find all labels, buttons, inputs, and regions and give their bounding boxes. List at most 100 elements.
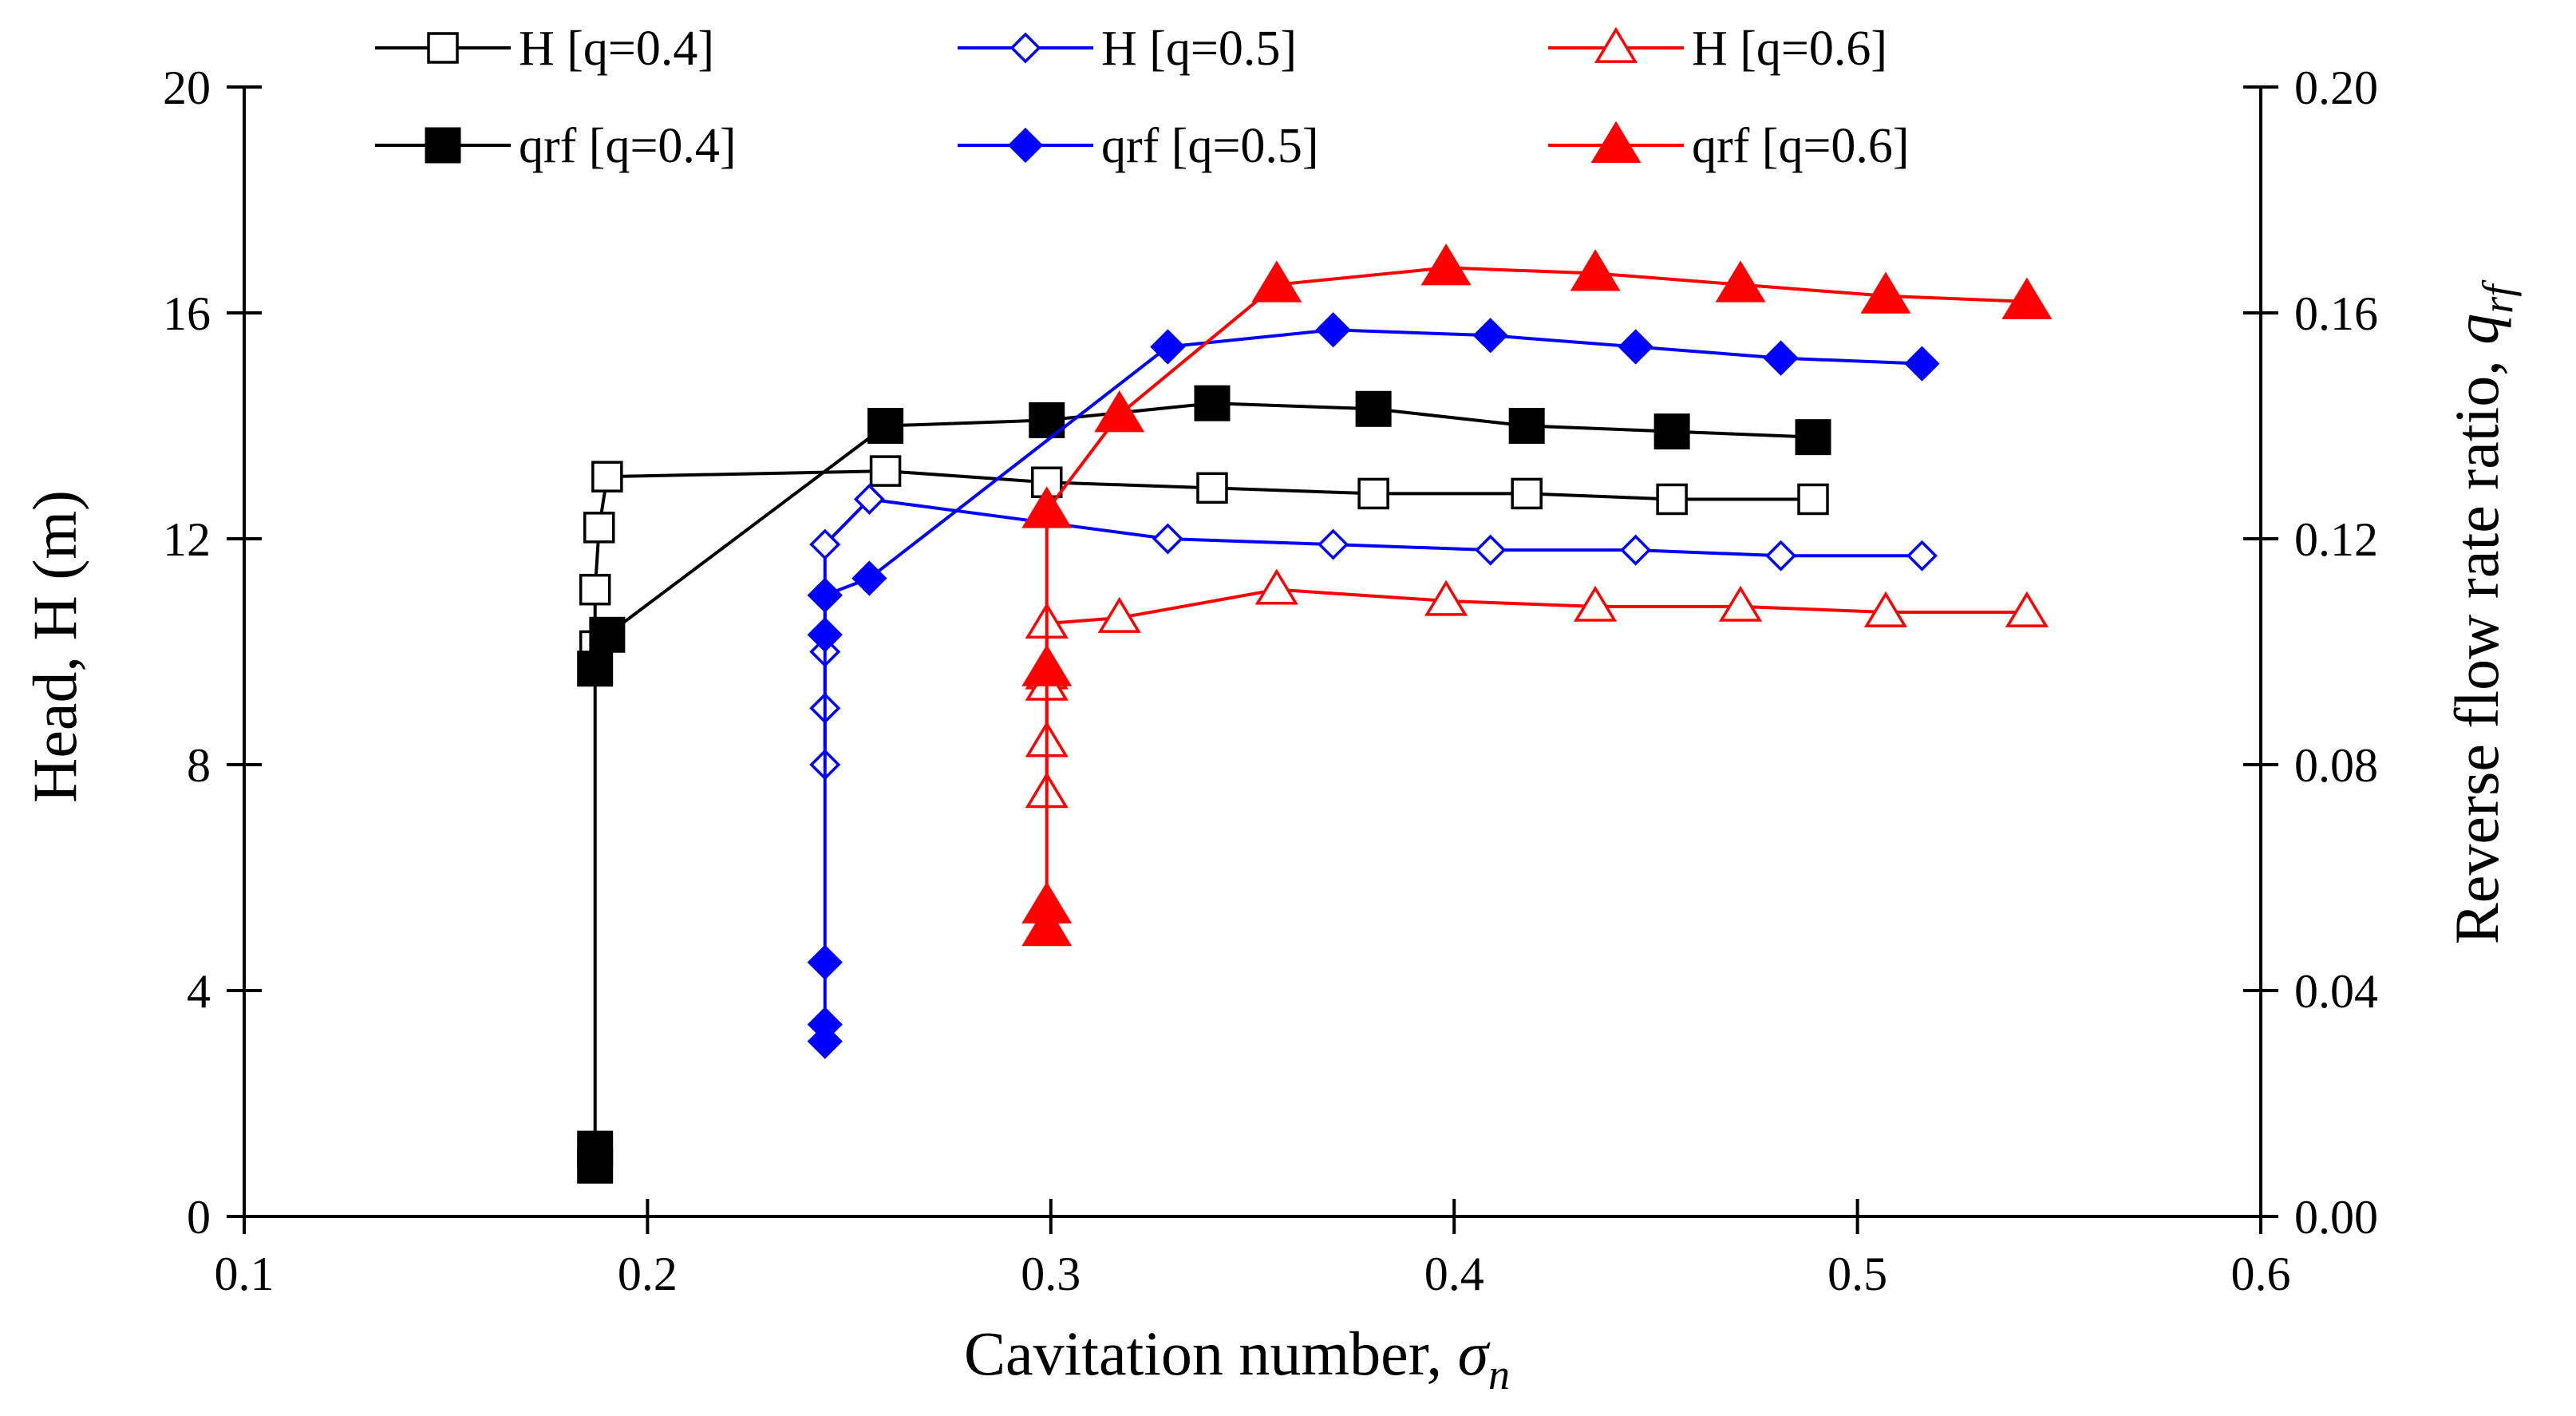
data-point <box>807 944 843 980</box>
data-point <box>1573 585 1618 622</box>
data-point <box>851 560 887 596</box>
y-axis-title: Head, H (m) <box>20 490 89 803</box>
data-point <box>1355 390 1392 427</box>
legend-label: qrf [q=0.6] <box>1692 119 1910 173</box>
x-tick-label: 0.4 <box>1424 1248 1484 1300</box>
data-point <box>1194 385 1231 421</box>
series-line <box>1045 266 2027 929</box>
data-point <box>1021 486 1073 528</box>
legend-entry: qrf [q=0.5] <box>958 119 1319 173</box>
legend-label: H [q=0.6] <box>1692 22 1887 76</box>
data-point <box>1618 329 1653 365</box>
data-point <box>1097 596 1141 633</box>
data-point <box>1863 591 1908 627</box>
data-point <box>591 461 623 492</box>
x-tick-label: 0.5 <box>1827 1248 1887 1300</box>
legend-label: H [q=0.5] <box>1101 22 1297 76</box>
data-point <box>1508 408 1545 444</box>
y-tick-label: 20 <box>163 61 211 114</box>
legend-marker <box>1007 127 1044 164</box>
series-qrf-q-0-4- <box>577 385 1831 1184</box>
data-point <box>809 528 841 560</box>
series-line <box>823 328 1922 1042</box>
data-point <box>1715 260 1766 303</box>
data-point <box>807 577 843 613</box>
axes <box>243 87 2262 1218</box>
data-point <box>1318 528 1349 560</box>
ticks: 0.1 0.2 0.3 0.4 0.5 0.6 0 4 8 12 16 20 0.00 0.04 0.08 0… <box>163 61 2378 1300</box>
data-point <box>1196 472 1228 504</box>
data-point <box>1424 579 1468 616</box>
data-point <box>1152 523 1183 555</box>
series-line <box>823 497 1922 765</box>
legend-label: H [q=0.4] <box>519 22 714 76</box>
legend-marker <box>427 32 459 64</box>
data-point <box>1475 534 1507 566</box>
legend-label: qrf [q=0.5] <box>1101 119 1319 173</box>
x-tick-label: 0.1 <box>215 1248 275 1300</box>
data-point <box>1094 390 1145 433</box>
legend-entry: H [q=0.4] <box>375 22 714 76</box>
series-qrf-q-0-5- <box>807 312 1940 1059</box>
series-qrf-q-0-6- <box>1021 243 2053 947</box>
x-tick-label: 0.3 <box>1021 1248 1081 1300</box>
legend-marker <box>1590 121 1642 164</box>
data-point <box>1656 483 1688 516</box>
data-point <box>807 1023 843 1059</box>
data-point <box>1021 644 1073 686</box>
series-h-q-0-4- <box>579 455 1829 663</box>
x-axis-title: Cavitation number, σn <box>964 1319 1510 1398</box>
data-point <box>577 1147 614 1184</box>
data-point <box>867 408 904 444</box>
y-tick-label: 12 <box>163 513 211 566</box>
legend-entry: qrf [q=0.6] <box>1548 119 1910 173</box>
y2-tick-label: 0.04 <box>2294 965 2378 1018</box>
data-point <box>1251 260 1302 303</box>
plot-area <box>577 243 2053 1184</box>
legend-entry: H [q=0.6] <box>1548 22 1887 76</box>
data-point <box>1570 249 1621 291</box>
data-point <box>869 455 902 487</box>
y-tick-label: 0 <box>187 1191 211 1244</box>
y2-tick-label: 0.12 <box>2294 513 2378 566</box>
data-point <box>1860 271 1911 314</box>
y-tick-label: 4 <box>187 965 211 1018</box>
data-point <box>1765 540 1797 572</box>
data-point <box>1511 477 1543 510</box>
data-point <box>853 484 885 515</box>
y-tick-label: 16 <box>163 287 211 340</box>
legend-entry: H [q=0.5] <box>958 22 1297 76</box>
legend-marker <box>1009 32 1041 64</box>
y2-axis-title: Reverse flow rate ratio, qrf <box>2442 279 2522 945</box>
data-point <box>1254 568 1298 605</box>
data-point <box>1315 312 1351 348</box>
data-point <box>1904 346 1940 382</box>
data-point <box>1472 318 1508 354</box>
series-line <box>593 401 1814 1166</box>
data-point <box>1653 413 1690 450</box>
data-point <box>1021 904 1073 947</box>
legend-entry: qrf [q=0.4] <box>375 119 737 173</box>
series-h-q-0-5- <box>809 484 1938 781</box>
legend-marker <box>1594 26 1638 63</box>
data-point <box>583 512 615 544</box>
y2-tick-label: 0.16 <box>2294 287 2378 340</box>
legend: H [q=0.4] H [q=0.5] H [q=0.6] qrf [q=0.4] qr… <box>375 22 1910 173</box>
data-point <box>807 617 843 653</box>
data-point <box>1420 243 1472 286</box>
data-point <box>1797 483 1829 516</box>
data-point <box>1795 419 1831 456</box>
data-point <box>577 651 614 687</box>
data-point <box>1763 340 1799 376</box>
data-point <box>2005 591 2049 627</box>
y-tick-label: 8 <box>187 739 211 792</box>
y2-tick-label: 0.00 <box>2294 1191 2378 1244</box>
x-tick-label: 0.2 <box>618 1248 678 1300</box>
legend-label: qrf [q=0.4] <box>519 119 737 173</box>
y2-tick-label: 0.08 <box>2294 739 2378 792</box>
series-h-q-0-6- <box>1025 568 2049 809</box>
data-point <box>1150 329 1186 365</box>
data-point <box>1718 585 1763 622</box>
data-point <box>589 616 626 653</box>
